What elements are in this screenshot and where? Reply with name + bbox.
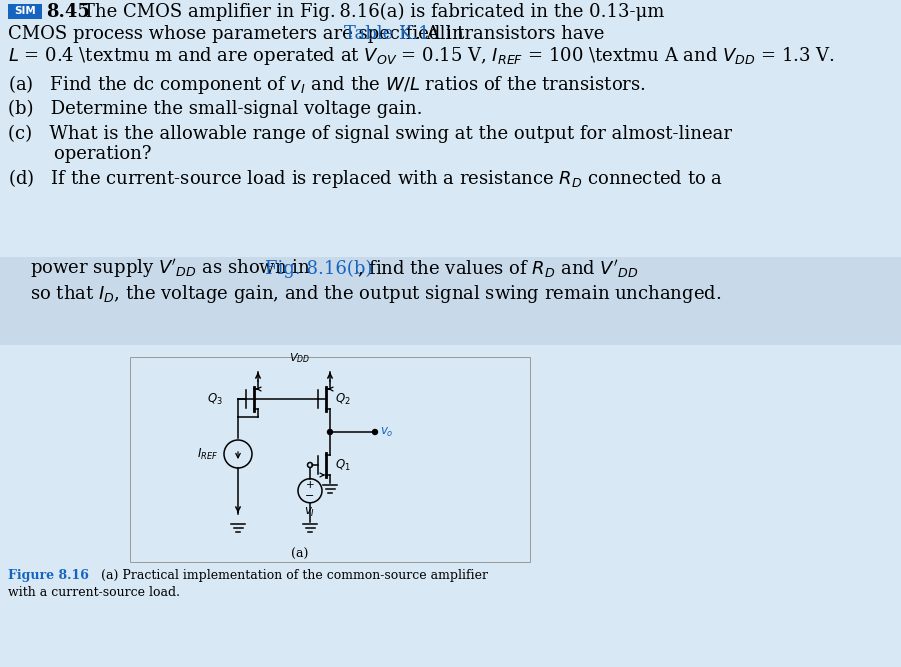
Text: $Q_2$: $Q_2$ <box>335 392 350 407</box>
Text: $Q_1$: $Q_1$ <box>335 458 350 472</box>
Text: $L$ = 0.4 \textmu m and are operated at $V_{OV}$ = 0.15 V, $I_{REF}$ = 100 \text: $L$ = 0.4 \textmu m and are operated at … <box>8 45 834 67</box>
Text: SIM: SIM <box>14 7 36 17</box>
Text: . All transistors have: . All transistors have <box>415 25 605 43</box>
Text: $Q_3$: $Q_3$ <box>207 392 223 407</box>
Text: $v_I$: $v_I$ <box>305 506 315 519</box>
Text: (b)   Determine the small-signal voltage gain.: (b) Determine the small-signal voltage g… <box>8 100 423 118</box>
Circle shape <box>372 430 378 434</box>
FancyBboxPatch shape <box>8 4 42 19</box>
Text: (a)   Find the dc component of $v_I$ and the $W/L$ ratios of the transistors.: (a) Find the dc component of $v_I$ and t… <box>8 73 646 95</box>
Text: (c)   What is the allowable range of signal swing at the output for almost-linea: (c) What is the allowable range of signa… <box>8 125 732 143</box>
Text: CMOS process whose parameters are specified in: CMOS process whose parameters are specif… <box>8 25 469 43</box>
Text: Table K.1: Table K.1 <box>344 25 430 43</box>
FancyBboxPatch shape <box>130 357 530 562</box>
Text: (a): (a) <box>291 548 309 560</box>
Text: −: − <box>305 491 314 501</box>
Text: Fig. 8.16(b): Fig. 8.16(b) <box>265 260 372 278</box>
Circle shape <box>327 430 332 434</box>
FancyBboxPatch shape <box>0 257 901 345</box>
Text: (a) Practical implementation of the common-source amplifier: (a) Practical implementation of the comm… <box>97 568 488 582</box>
Text: 8.45: 8.45 <box>46 3 90 21</box>
Text: +: + <box>305 480 314 490</box>
Text: (d)   If the current-source load is replaced with a resistance $R_D$ connected t: (d) If the current-source load is replac… <box>8 167 724 191</box>
Text: power supply $V'_{DD}$ as shown in: power supply $V'_{DD}$ as shown in <box>30 257 311 281</box>
Text: The CMOS amplifier in Fig. 8.16(a) is fabricated in the 0.13-μm: The CMOS amplifier in Fig. 8.16(a) is fa… <box>83 3 664 21</box>
Text: operation?: operation? <box>8 145 151 163</box>
Text: $V_{DD}$: $V_{DD}$ <box>289 352 311 365</box>
Text: so that $I_D$, the voltage gain, and the output signal swing remain unchanged.: so that $I_D$, the voltage gain, and the… <box>30 283 722 305</box>
Text: with a current-source load.: with a current-source load. <box>8 586 180 598</box>
Text: $I_{REF}$: $I_{REF}$ <box>196 446 218 462</box>
Text: $v_o$: $v_o$ <box>380 426 394 438</box>
Text: , find the values of $R_D$ and $V'_{DD}$: , find the values of $R_D$ and $V'_{DD}$ <box>357 258 639 280</box>
FancyBboxPatch shape <box>0 0 901 257</box>
Text: Figure 8.16: Figure 8.16 <box>8 568 89 582</box>
FancyBboxPatch shape <box>0 345 901 667</box>
